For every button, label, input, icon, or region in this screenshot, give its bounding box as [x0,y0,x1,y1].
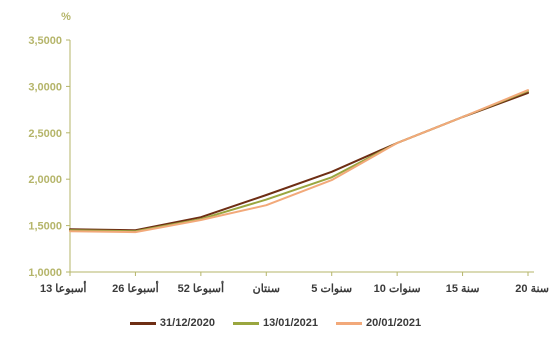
x-category-label: 10 سنوات [374,283,421,295]
legend-label: 20/01/2021 [366,317,422,329]
legend-label: 13/01/2021 [262,317,319,329]
x-category-label: 20 سنة [515,283,549,295]
legend-item-2: 13/01/2021 [232,317,319,329]
legend-item-1: 31/12/2020 [129,317,215,329]
y-axis-unit-label: % [61,11,71,23]
series-line-3 [69,89,529,234]
y-tick-label: 3,5000 [28,35,62,47]
x-category-label: 13 أسبوعا [40,281,87,295]
legend-swatch [129,321,156,325]
series-line-2 [69,90,529,233]
x-category-label: 26 أسبوعا [112,281,159,295]
x-category-label: 15 سنة [446,283,480,295]
y-tick-label: 1,5000 [28,221,62,233]
y-tick-label: 2,5000 [28,128,62,140]
x-category-label: 5 سنوات [311,283,352,295]
chart-legend: 31/12/2020 13/01/2021 20/01/2021 [0,314,551,332]
y-tick-label: 1,0000 [28,267,62,279]
y-tick-label: 3,0000 [28,81,62,93]
series-line-1 [69,91,529,232]
tick-labels-group: 1,0000 1,5000 2,0000 2,5000 3,0000 3,5000% 13 … [28,11,549,295]
legend-swatch [336,321,363,325]
x-category-label: سنتان [253,283,280,295]
axes-group [66,39,534,276]
legend-label: 31/12/2020 [159,317,215,329]
y-tick-label: 2,0000 [28,174,62,186]
series-lines-group [69,89,529,234]
x-category-label: 52 أسبوعا [178,281,225,295]
legend-swatch [232,321,259,325]
legend-item-3: 20/01/2021 [336,317,421,329]
